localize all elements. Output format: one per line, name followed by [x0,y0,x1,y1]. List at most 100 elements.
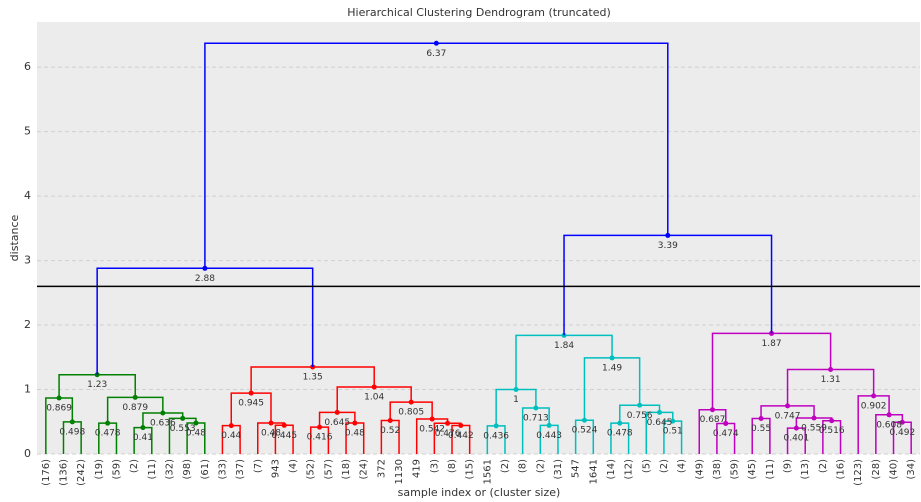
node-label: 0.41 [133,433,153,443]
x-tick-label: (2) [129,459,140,473]
node-label: 0.869 [46,403,72,413]
node-label: 1.87 [762,339,782,349]
node-label: 0.687 [700,415,726,425]
node-dot [387,417,393,423]
x-tick-label: (59) [730,459,741,480]
x-tick-label: 372 [376,459,387,478]
x-tick-label: (40) [889,459,900,480]
node-label: 1.35 [303,372,323,382]
node-label: 0.542 [419,425,445,435]
node-label: 0.51 [663,427,683,437]
node-dot [829,418,835,424]
node-dot [657,409,663,415]
node-label: 1.04 [364,392,384,402]
node-label: 0.747 [775,411,801,421]
x-tick-label: (123) [853,459,864,486]
x-tick-label: (11) [765,459,776,480]
x-tick-label: (5) [641,459,652,473]
node-label: 0.645 [324,418,350,428]
node-label: 0.902 [861,401,887,411]
node-label: 0.55 [751,424,771,434]
x-tick-label: (12) [624,459,635,480]
x-tick-label: (7) [253,459,264,473]
y-tick-label: 4 [24,189,31,202]
x-tick-label: (2) [818,459,829,473]
y-tick-label: 3 [24,254,31,267]
x-tick-label: (4) [677,459,688,473]
node-dot [665,232,671,238]
node-label: 0.805 [398,408,424,418]
y-tick-label: 6 [24,60,31,73]
x-tick-label: (19) [94,459,105,480]
node-dot [248,390,254,396]
node-label: 0.48 [186,429,206,439]
x-tick-label: (45) [747,459,758,480]
node-dot [458,423,464,429]
node-label: 0.401 [783,434,809,444]
x-tick-label: (176) [41,459,52,486]
node-dot [637,402,643,408]
x-tick-label: 1641 [588,459,599,484]
x-tick-label: (31) [553,459,564,480]
node-label: 1.84 [554,341,574,351]
node-label: 0.416 [307,433,333,443]
node-label: 0.945 [238,399,264,409]
node-label: 0.608 [876,420,902,430]
node-label: 1.31 [821,375,841,385]
node-label: 3.39 [658,241,678,251]
node-dot [268,420,274,426]
node-label: 1.23 [87,380,107,390]
node-label: 0.713 [523,414,549,424]
x-tick-label: (2) [535,459,546,473]
x-tick-label: (16) [836,459,847,480]
x-tick-label: (61) [200,459,211,480]
node-label: 0.879 [122,403,148,413]
x-tick-label: (59) [111,459,122,480]
y-tick-label: 0 [24,447,31,460]
x-tick-label: (38) [712,459,723,480]
node-dot [581,417,587,423]
node-dot [769,330,775,336]
node-dot [352,420,358,426]
node-dot [886,412,892,418]
x-tick-label: (8) [447,459,458,473]
chart-title: Hierarchical Clustering Dendrogram (trun… [347,6,610,19]
plot-area [37,22,920,454]
x-tick-label: 943 [270,459,281,478]
x-tick-label: (14) [606,459,617,480]
node-dot [445,420,451,426]
x-tick-label: (57) [323,459,334,480]
x-tick-label: (3) [429,459,440,473]
y-axis-label: distance [8,214,21,261]
node-dot [709,407,715,413]
x-tick-label: 419 [412,459,423,478]
x-tick-label: (242) [76,459,87,486]
node-label: 0.442 [448,431,474,441]
x-tick-label: (37) [235,459,246,480]
x-tick-label: (49) [694,459,705,480]
node-dot [493,423,499,429]
node-label: 0.559 [801,423,827,433]
node-label: 0.445 [271,431,297,441]
node-dot [723,420,729,426]
node-dot [334,409,340,415]
node-dot [180,415,186,421]
node-dot [408,399,414,405]
node-label: 0.492 [889,428,915,438]
x-tick-label: (8) [518,459,529,473]
x-tick-label: (32) [164,459,175,480]
x-tick-label: 1130 [394,459,405,484]
node-label: 0.524 [572,426,598,436]
x-tick-label: (4) [288,459,299,473]
node-label: 0.44 [221,431,241,441]
node-label: 0.52 [380,426,400,436]
x-tick-label: (98) [182,459,193,480]
x-tick-label: (33) [217,459,228,480]
node-dot [433,40,439,46]
x-tick-label: 1561 [482,459,493,484]
node-label: 6.37 [426,49,446,59]
node-label: 1.49 [602,363,622,373]
x-axis-label: sample index or (cluster size) [398,486,561,499]
node-label: 0.478 [607,429,633,439]
node-dot [193,420,199,426]
